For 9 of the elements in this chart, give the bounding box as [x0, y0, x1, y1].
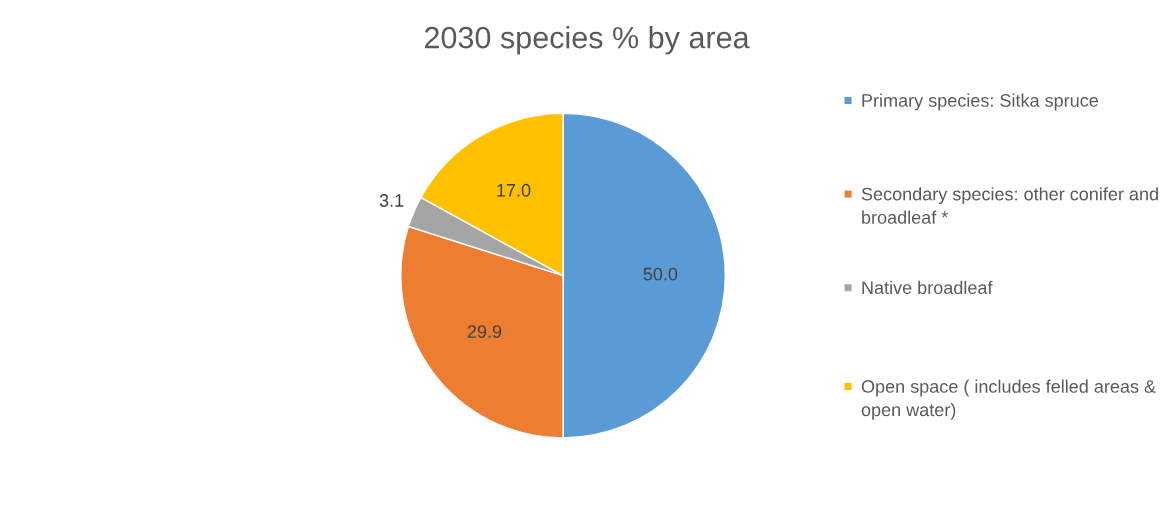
data-label: 17.0 [497, 183, 531, 197]
data-label: 3.1 [379, 194, 404, 207]
data-label: 50.0 [643, 267, 678, 281]
chart-title: 2030 species % by area [424, 26, 750, 55]
legend-label: Primary species: Sitka spruce [862, 93, 1098, 111]
data-label: 29.9 [467, 325, 502, 338]
legend-label: Secondary species: other conifer and broadleaf * [861, 187, 1158, 224]
legend-label: Native broadleaf [862, 280, 993, 295]
legend-label: Open space ( includes felled areas & open water) [861, 379, 1156, 420]
